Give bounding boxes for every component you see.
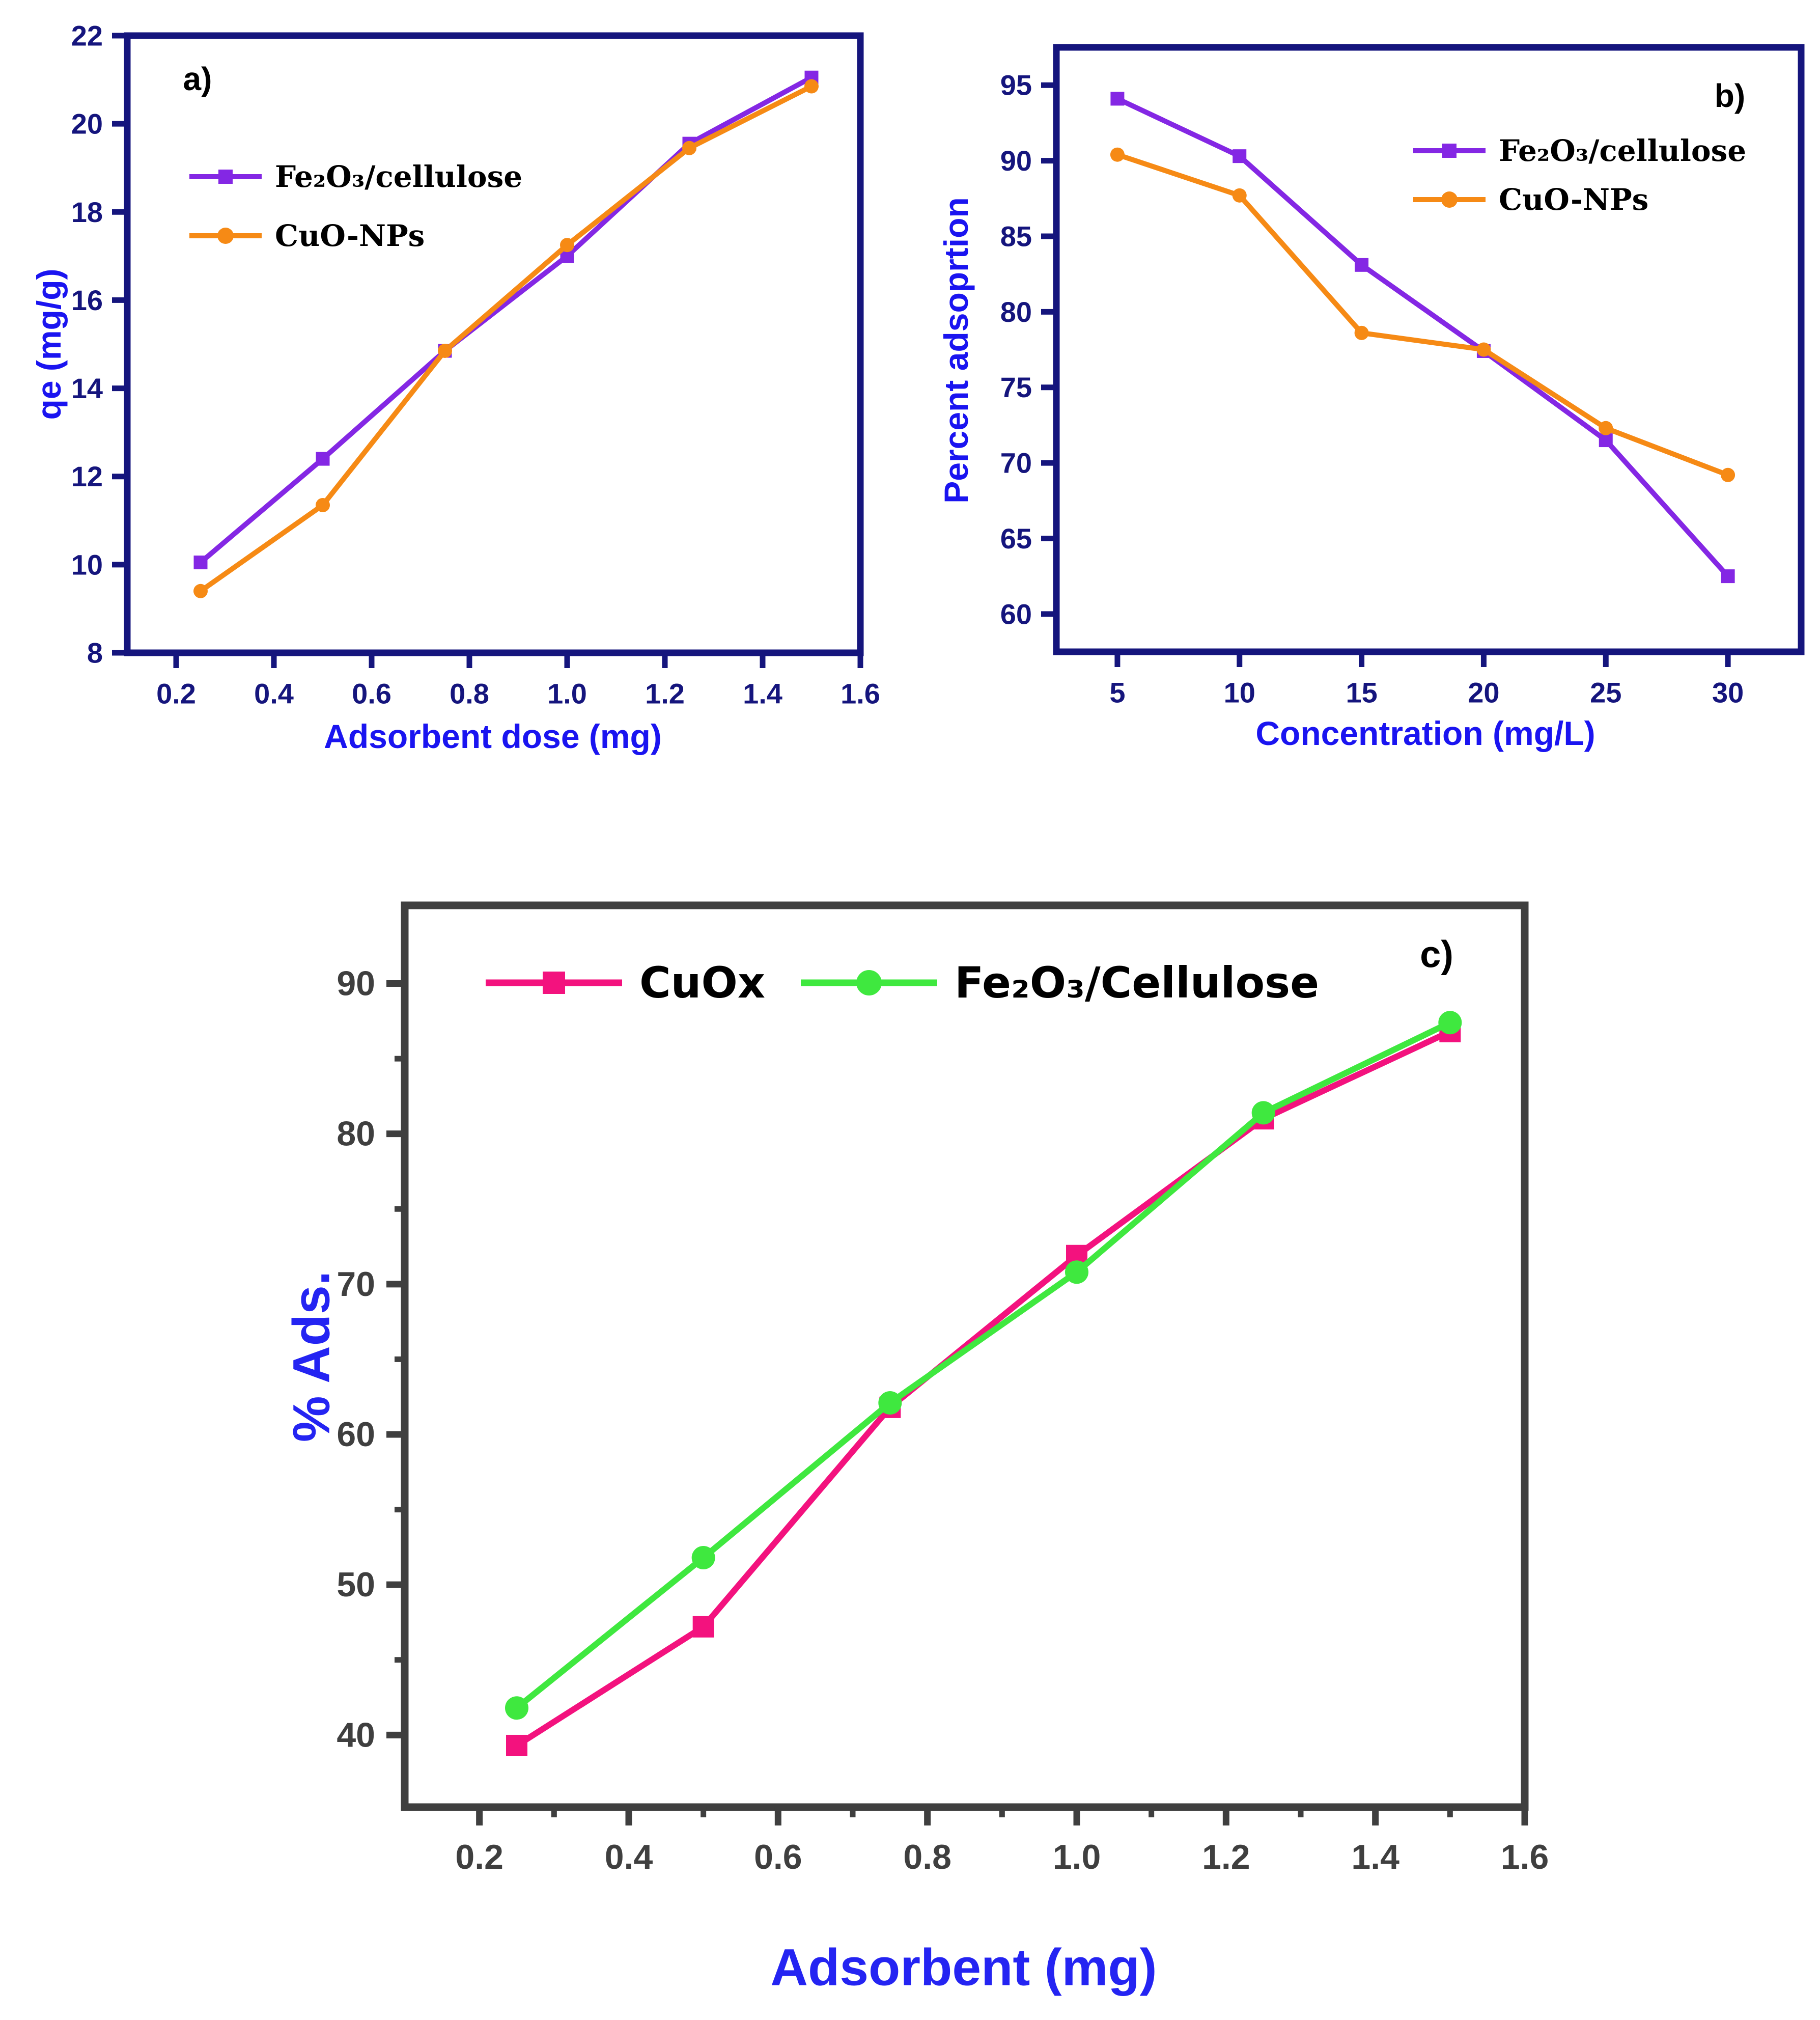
svg-text:1.0: 1.0 bbox=[1053, 1838, 1101, 1876]
chart-c-legend: CuOx Fe₂O₃/Cellulose bbox=[483, 951, 1319, 1014]
svg-text:60: 60 bbox=[337, 1415, 375, 1454]
legend-square-marker-icon bbox=[189, 170, 262, 184]
svg-text:8: 8 bbox=[87, 637, 103, 669]
svg-text:40: 40 bbox=[337, 1715, 375, 1754]
panel-a-label: a) bbox=[183, 61, 212, 97]
legend-label: Fe₂O₃/Cellulose bbox=[955, 958, 1320, 1008]
svg-text:75: 75 bbox=[1000, 371, 1032, 403]
svg-text:85: 85 bbox=[1000, 220, 1032, 252]
legend-item: Fe₂O₃/cellulose bbox=[187, 152, 522, 201]
chart-panel-c: 0.2 0.4 0.6 0.8 1.0 1.2 1.4 1.6 40 50 60 70 80 90 bbox=[337, 901, 1549, 1876]
panel-c-label: c) bbox=[1420, 933, 1453, 976]
chart-panel-b: 5 10 15 20 25 30 60 65 70 75 80 85 90 95 bbox=[1000, 44, 1805, 709]
svg-text:1.6: 1.6 bbox=[1501, 1838, 1549, 1876]
legend-item: CuO-NPs bbox=[187, 211, 522, 260]
chart-a-y-axis-title: qe (mg/g) bbox=[30, 268, 68, 420]
svg-text:80: 80 bbox=[337, 1115, 375, 1153]
svg-text:0.4: 0.4 bbox=[254, 678, 294, 710]
legend-square-marker-icon bbox=[1413, 144, 1486, 158]
svg-text:5: 5 bbox=[1109, 677, 1125, 709]
svg-text:0.8: 0.8 bbox=[450, 678, 489, 710]
svg-text:0.8: 0.8 bbox=[903, 1838, 951, 1876]
chart-c-x-axis-title: Adsorbent (mg) bbox=[770, 1938, 1157, 1997]
svg-text:0.2: 0.2 bbox=[156, 678, 196, 710]
svg-text:70: 70 bbox=[337, 1265, 375, 1304]
svg-text:90: 90 bbox=[1000, 145, 1032, 177]
svg-text:0.6: 0.6 bbox=[352, 678, 391, 710]
legend-item: CuOx bbox=[483, 958, 765, 1008]
chart-panel-a: 0.2 0.4 0.6 0.8 1.0 1.2 1.4 1.6 8 10 12 14 16 18 20 22 bbox=[71, 20, 880, 710]
svg-text:25: 25 bbox=[1590, 677, 1621, 709]
svg-text:65: 65 bbox=[1000, 522, 1032, 555]
svg-text:95: 95 bbox=[1000, 69, 1032, 101]
panel-b-label: b) bbox=[1714, 77, 1746, 114]
svg-text:30: 30 bbox=[1712, 677, 1744, 709]
svg-text:1.4: 1.4 bbox=[743, 678, 782, 710]
svg-text:80: 80 bbox=[1000, 296, 1032, 328]
svg-text:1.2: 1.2 bbox=[1202, 1838, 1250, 1876]
svg-text:0.6: 0.6 bbox=[754, 1838, 802, 1876]
legend-label: CuO-NPs bbox=[1499, 182, 1649, 217]
svg-text:0.2: 0.2 bbox=[455, 1838, 503, 1876]
svg-text:16: 16 bbox=[71, 284, 103, 316]
legend-label: CuOx bbox=[639, 958, 766, 1008]
svg-text:1.0: 1.0 bbox=[547, 678, 587, 710]
svg-text:10: 10 bbox=[71, 548, 103, 580]
legend-circle-marker-icon bbox=[801, 970, 938, 995]
svg-text:1.4: 1.4 bbox=[1351, 1838, 1399, 1876]
svg-text:90: 90 bbox=[337, 964, 375, 1003]
chart-b-x-axis-title: Concentration (mg/L) bbox=[1255, 714, 1595, 752]
svg-text:60: 60 bbox=[1000, 598, 1032, 630]
svg-text:10: 10 bbox=[1224, 677, 1255, 709]
chart-a-x-axis-title: Adsorbent dose (mg) bbox=[324, 717, 662, 755]
legend-label: Fe₂O₃/cellulose bbox=[275, 159, 523, 194]
svg-text:50: 50 bbox=[337, 1565, 375, 1604]
chart-b-legend: Fe₂O₃/cellulose CuO-NPs bbox=[1411, 126, 1746, 224]
legend-item: CuO-NPs bbox=[1411, 175, 1746, 224]
legend-item: Fe₂O₃/Cellulose bbox=[798, 958, 1319, 1008]
legend-item: Fe₂O₃/cellulose bbox=[1411, 126, 1746, 175]
svg-text:15: 15 bbox=[1346, 677, 1377, 709]
svg-text:0.4: 0.4 bbox=[605, 1838, 653, 1876]
chart-c-y-axis-title: % Ads. bbox=[282, 1270, 341, 1443]
legend-label: Fe₂O₃/cellulose bbox=[1499, 133, 1747, 168]
svg-text:18: 18 bbox=[71, 196, 103, 228]
chart-a-legend: Fe₂O₃/cellulose CuO-NPs bbox=[187, 152, 522, 260]
legend-label: CuO-NPs bbox=[275, 218, 425, 253]
svg-text:14: 14 bbox=[71, 372, 103, 404]
svg-text:1.6: 1.6 bbox=[841, 678, 880, 710]
chart-b-y-axis-title: Percent adsoprtion bbox=[937, 197, 975, 504]
svg-text:70: 70 bbox=[1000, 447, 1032, 479]
svg-text:22: 22 bbox=[71, 20, 103, 52]
svg-text:1.2: 1.2 bbox=[645, 678, 685, 710]
legend-circle-marker-icon bbox=[1413, 191, 1486, 208]
legend-square-marker-icon bbox=[486, 972, 622, 994]
legend-circle-marker-icon bbox=[189, 228, 262, 244]
svg-text:20: 20 bbox=[71, 108, 103, 140]
svg-text:20: 20 bbox=[1468, 677, 1499, 709]
svg-text:12: 12 bbox=[71, 460, 103, 492]
